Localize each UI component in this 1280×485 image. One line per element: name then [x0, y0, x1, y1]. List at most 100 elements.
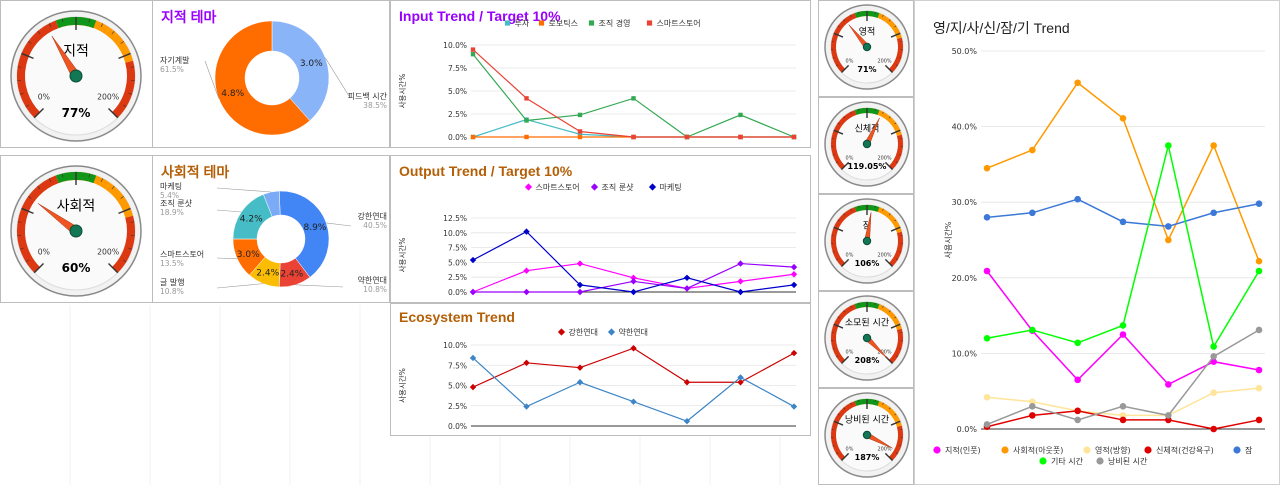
gauge-big-0-tick-8	[48, 23, 52, 27]
gauge-big-1-tick-6	[28, 196, 32, 199]
gauge-big-1-hub	[69, 224, 83, 238]
gauge-big-1-tick-18	[128, 247, 133, 250]
life-trend-series-6-point-4	[1165, 412, 1172, 419]
gauge-small-3-tick-14	[894, 316, 897, 319]
gauge-small-0-tick-19	[895, 64, 898, 67]
gauge-panel-wasted-time: 0% 200% 낭비된 시간 187%	[818, 388, 914, 485]
gauge-small-0-tick-5	[833, 32, 844, 38]
output-trend-series-2-point-5	[737, 288, 744, 296]
ecosystem-trend-series-1-line	[472, 357, 795, 422]
life-trend-legend-label-3: 신체적(건강욕구)	[1156, 445, 1214, 455]
pie-1-label-4: 조직 룬샷	[160, 198, 193, 208]
gauge-small-2-tick-8	[850, 208, 852, 211]
gauge-small-3-tick-6	[837, 316, 840, 319]
pie-1-pct-3: 13.5%	[160, 259, 184, 268]
output-trend-ytick-1: 2.5%	[448, 273, 467, 282]
ecosystem-trend-ytick-0: 0.0%	[448, 422, 467, 431]
pie-1-label-5: 마케팅	[160, 181, 182, 191]
gauge-big-0-tick-13	[111, 30, 115, 35]
gauge-small-2-band-0	[831, 207, 857, 267]
gauge-small-4-band-3	[888, 425, 903, 461]
pie-1-label-1: 약한연대	[358, 275, 387, 285]
gauge-big-0-band-0	[17, 20, 59, 118]
gauge-big-0-tick-9	[61, 18, 64, 23]
life-trend-legend-marker-4	[1233, 446, 1241, 454]
gauge-small-0-band-0	[831, 13, 857, 73]
input-trend-legend-marker-2	[588, 20, 595, 26]
gauge-small-2-value: 106%	[855, 259, 880, 268]
pie-1-value-2: 2.4%	[256, 268, 279, 278]
gauge-big-0-tick-6	[28, 41, 32, 44]
ecosystem-trend-series-1-point-2	[576, 379, 584, 386]
life-trend-series-6-point-6	[1255, 326, 1263, 334]
gauge-small-3-hub	[862, 333, 872, 343]
gauge-small-1-tick-20	[884, 161, 893, 170]
life-trend-ytick-3: 30.0%	[952, 198, 978, 207]
ecosystem-trend-series-0-point-0	[469, 383, 477, 391]
gauge-small-0-band-3	[888, 37, 903, 73]
gauge-small-2-tick-13	[888, 213, 891, 216]
gauge-small-3-tick-19	[895, 355, 898, 358]
gauge-small-3-band-0	[831, 304, 857, 364]
gauge-panel-physical: 0% 200% 신체적 119.05%	[818, 97, 914, 194]
life-trend-chart: 0.0% 10.0% 20.0% 30.0% 40.0% 50.0% 사용시간% 지적(인풋)…	[933, 47, 1265, 466]
gauge-small-1-tick-0	[841, 161, 850, 170]
gauge-panel-sleep: 0% 200% 잠 106%	[818, 194, 914, 291]
gauge-small-4-tick-12	[882, 402, 884, 405]
output-trend-series-0-point-5	[737, 278, 744, 285]
gauge-small-4-tick-6	[837, 413, 840, 416]
gauge-small-0-tick-8	[850, 14, 852, 17]
output-trend-series-0-point-2	[576, 260, 584, 267]
pie-0-pct-0: 38.5%	[363, 101, 387, 110]
ecosystem-trend-series-1-point-3	[630, 398, 637, 405]
ecosystem-trend-title: Ecosystem Trend	[399, 309, 515, 325]
gauge-small-1-band-3	[888, 134, 903, 170]
output-trend-series-2-point-1	[523, 228, 530, 235]
gauge-small-2-tick-5	[833, 226, 844, 232]
gauge-big-0-tick-18	[128, 92, 133, 95]
pie-0-label-1: 자기계발	[160, 55, 190, 65]
output-trend-legend-marker-0	[524, 183, 533, 191]
gauge-small-2-tick-0	[841, 258, 850, 267]
gauge-big-0-tick-5	[21, 52, 34, 60]
gauge-small-4-tick-1	[836, 452, 839, 455]
gauge-small-4-label: 낭비된 시간	[845, 413, 889, 425]
pie-1-leader-2	[216, 283, 264, 289]
gauge-big-0-hub	[69, 69, 83, 83]
ecosystem-trend-ylabel: 사용시간%	[397, 368, 407, 403]
life-trend-legend-label-1: 사회적(아웃풋)	[1013, 445, 1063, 455]
gauge-small-2-band-2	[884, 211, 902, 234]
gauge-small-3-tick-13	[888, 310, 891, 313]
output-trend-legend-label-1: 조직 룬샷	[602, 182, 635, 192]
output-trend-series-2-point-3	[630, 288, 637, 296]
ecosystem-trend-legend-label-1: 약한연대	[619, 327, 648, 337]
gauge-small-3-label: 소모된 시간	[845, 316, 889, 328]
gauge-small-2-band-3	[888, 231, 903, 267]
gauge-small-2-tick-20	[884, 258, 893, 267]
pie-1-pct-1: 10.8%	[363, 285, 387, 294]
life-trend-legend-label-2: 영적(방향)	[1095, 445, 1131, 455]
gauge-small-4-tick-15	[890, 420, 901, 426]
gauge-small-4-tick-13	[888, 407, 891, 410]
output-trend-panel: Output Trend / Target 10% 0.0% 2.5% 5.0% 7.…	[390, 155, 811, 303]
life-trend-series-1-point-2	[1074, 79, 1081, 87]
gauge-small-1-value: 119.05%	[848, 162, 887, 171]
life-trend-legend-marker-0	[933, 446, 941, 454]
input-trend-legend-marker-1	[538, 20, 545, 26]
input-trend-legend-marker-0	[504, 20, 511, 26]
ecosystem-trend-series-0-line	[472, 347, 795, 388]
gauge-small-1-min-label: 0%	[846, 156, 854, 162]
life-trend-series-3-point-4	[1165, 416, 1172, 424]
life-trend-series-6-point-3	[1119, 403, 1127, 410]
life-trend-series-5-line	[986, 145, 1260, 349]
gauge-big-1-tick-16	[130, 221, 135, 223]
pie-1-leader-4	[216, 209, 242, 213]
life-trend-series-1-point-5	[1210, 142, 1217, 149]
gauge-small-3-band-3	[888, 328, 903, 364]
gauge-small-1-tick-15	[890, 129, 901, 135]
gauge-small-0-tick-2	[832, 57, 835, 59]
gauge-small-4-tick-19	[895, 452, 898, 455]
gauge-small-2-hub	[862, 236, 872, 246]
social-pie-panel: 사회적 테마 8.9% 강한연대 40.5% 2.4% 약한연대 10.8% 2.4% 글 발…	[152, 155, 390, 303]
pie-1-slice-0	[279, 190, 330, 278]
